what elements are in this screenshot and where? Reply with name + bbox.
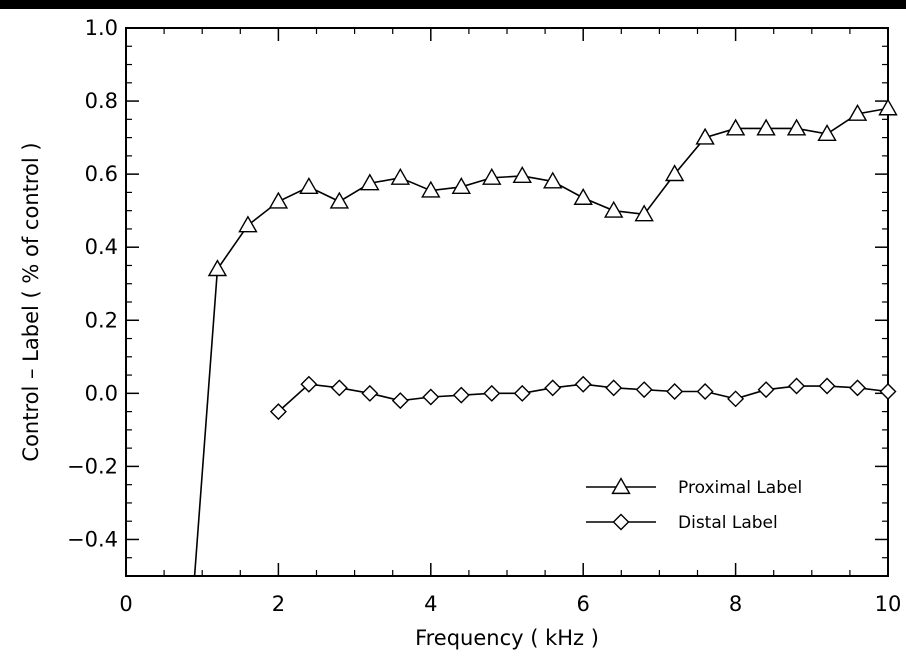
data-point-distal-label [788,377,806,395]
x-tick-label: 6 [577,592,590,616]
data-point-distal-label [727,390,745,408]
data-point-proximal-label [878,98,898,116]
data-point-proximal-label [695,127,715,145]
x-axis-label: Frequency ( kHz ) [415,626,599,650]
data-point-distal-label [452,386,470,404]
data-point-distal-label [757,381,775,399]
data-point-proximal-label [238,215,258,233]
y-tick-label: 1.0 [85,16,118,40]
data-point-proximal-label [817,124,837,142]
data-point-distal-label [330,379,348,397]
data-point-distal-label [544,379,562,397]
data-point-distal-label [666,383,684,400]
x-tick-label: 0 [119,592,132,616]
data-point-distal-label [818,377,836,395]
data-point-proximal-label [451,177,471,194]
data-point-distal-label [422,388,440,406]
data-point-distal-label [696,383,714,400]
y-tick-label: 0.0 [85,381,118,405]
y-tick-label: 0.4 [85,235,118,259]
data-point-proximal-label [390,167,411,185]
legend-marker-proximal-label [611,477,631,495]
data-point-proximal-label [268,191,289,209]
data-point-proximal-label [329,191,350,209]
data-point-proximal-label [360,173,380,191]
series-layer [193,98,898,577]
series-distal-label [269,375,897,421]
y-tick-label: −0.4 [67,527,118,551]
data-point-proximal-label [603,200,624,218]
x-tick-label: 8 [729,592,742,616]
series-line-proximal-label [193,107,889,577]
y-tick-label: 0.8 [85,89,118,113]
data-point-distal-label [605,379,623,397]
data-point-distal-label [849,379,867,397]
data-point-distal-label [361,384,379,402]
y-axis-label: Control – Label ( % of control ) [19,142,43,461]
data-point-distal-label [269,403,287,421]
legend: Proximal Label Distal Label [586,477,802,533]
data-point-distal-label [483,384,501,402]
data-point-distal-label [635,381,653,399]
series-proximal-label [193,98,898,577]
data-point-proximal-label [543,171,563,189]
y-tick-label: 0.6 [85,162,118,186]
data-point-distal-label [574,375,592,393]
x-tick-label: 2 [272,592,285,616]
data-point-proximal-label [482,167,502,185]
data-point-proximal-label [421,180,441,198]
data-point-proximal-label [756,118,776,136]
data-point-proximal-label [573,187,593,205]
y-axis-ticks: −0.4 −0.2 0.0 0.2 0.4 0.6 0.8 1.0 [67,16,888,577]
x-tick-label: 4 [424,592,437,616]
y-tick-label: 0.2 [85,308,118,332]
legend-label-distal-label: Distal Label [678,513,778,533]
data-point-distal-label [391,392,409,410]
data-point-proximal-label [786,118,807,136]
data-point-proximal-label [725,118,746,136]
data-point-proximal-label [207,259,228,277]
data-point-proximal-label [634,204,654,222]
legend-item-proximal-label: Proximal Label [586,477,802,498]
data-point-distal-label [879,383,897,400]
data-point-proximal-label [847,103,868,121]
legend-marker-distal-label [612,513,630,531]
legend-label-proximal-label: Proximal Label [678,478,802,498]
top-rule [0,0,906,9]
y-tick-label: −0.2 [67,454,118,478]
data-point-proximal-label [512,166,532,184]
data-point-distal-label [513,384,531,402]
x-axis-ticks: 0 2 4 6 8 10 [119,28,901,616]
legend-item-distal-label: Distal Label [586,513,778,533]
data-point-distal-label [300,375,318,393]
data-point-proximal-label [299,177,319,194]
data-point-proximal-label [664,164,685,182]
x-tick-label: 10 [875,592,902,616]
